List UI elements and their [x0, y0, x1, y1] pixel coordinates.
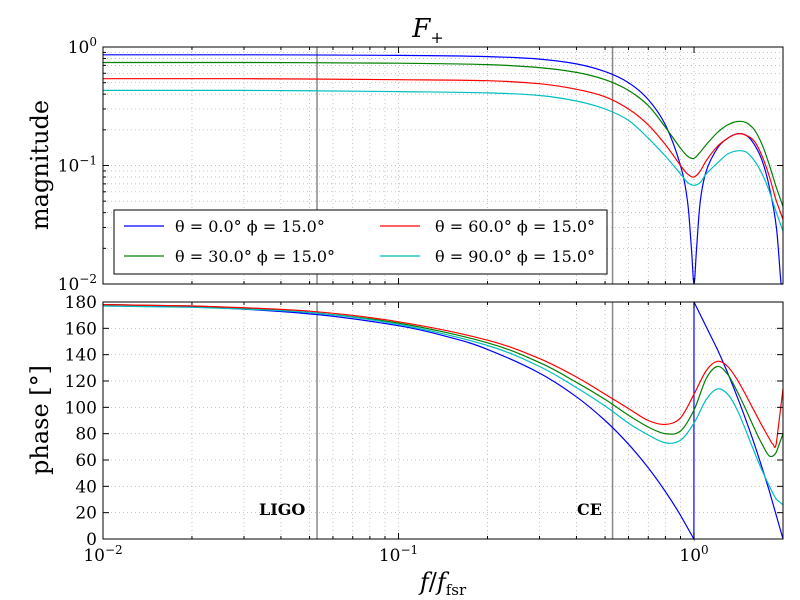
phase-xtick-label-1: 10−1: [379, 543, 418, 566]
phase-xtick-label-2: 100: [679, 543, 708, 566]
phase-ytick-label-8: 160: [65, 319, 97, 339]
phase-ytick-label-5: 100: [65, 398, 97, 418]
phase-ytick-label-3: 60: [75, 451, 97, 471]
phase-ytick-label-6: 120: [65, 372, 97, 392]
magnitude-ticks: 10−2 10−1 100: [58, 35, 784, 295]
xlabel: f/ffsr: [418, 568, 467, 599]
magnitude-series-0: [103, 54, 783, 285]
phase-ytick-label-9: 180: [65, 293, 97, 313]
xlabel-sub: fsr: [446, 581, 467, 599]
phase-ytick-label-7: 140: [65, 346, 97, 366]
magnitude-ytick-label-1: 10−1: [58, 154, 97, 177]
legend-label-3: θ = 90.0° ϕ = 15.0°: [435, 247, 595, 266]
legend-label-2: θ = 30.0° ϕ = 15.0°: [175, 247, 335, 266]
phase-ytick-label-2: 40: [75, 477, 97, 497]
magnitude-series: [103, 54, 784, 285]
legend-entry-3: θ = 90.0° ϕ = 15.0°: [380, 247, 595, 266]
legend-entry-2: θ = 30.0° ϕ = 15.0°: [124, 247, 335, 266]
magnitude-series-1: [103, 61, 784, 207]
legend: θ = 0.0° ϕ = 15.0° θ = 60.0° ϕ = 15.0° θ…: [113, 209, 608, 275]
chart-title: F+: [411, 14, 443, 47]
phase-ticks: 0 20 40 60 80 100 120 140 160 180 10−2 10−1 100: [65, 293, 784, 566]
title-subscript: +: [430, 28, 443, 47]
legend-entry-1: θ = 60.0° ϕ = 15.0°: [380, 217, 595, 236]
phase-ytick-label-0: 0: [86, 530, 97, 550]
phase-axes-frame: [102, 301, 784, 540]
phase-ytick-label-1: 20: [75, 504, 97, 524]
legend-label-0: θ = 0.0° ϕ = 15.0°: [175, 217, 325, 236]
phase-ylabel: phase [°]: [26, 365, 54, 475]
phase-series-2: [102, 304, 784, 449]
magnitude-series-2: [103, 78, 784, 220]
phase-series-0: [102, 301, 784, 542]
legend-label-1: θ = 60.0° ϕ = 15.0°: [435, 217, 595, 236]
magnitude-panel: 10−2 10−1 100 magnitude θ = 0.0° ϕ = 15.0°…: [26, 35, 784, 295]
magnitude-ytick-label-2: 100: [68, 35, 97, 58]
phase-series-1: [102, 304, 784, 458]
title-main: F: [411, 14, 431, 44]
phase-detector-lines: [316, 302, 614, 539]
phase-gridlines: [102, 301, 784, 540]
phase-series-3: [102, 305, 784, 506]
magnitude-ytick-label-0: 10−2: [58, 272, 97, 295]
ligo-annotation: LIGO: [259, 500, 305, 519]
ce-annotation: CE: [577, 500, 602, 519]
legend-box: [113, 209, 608, 275]
phase-ytick-label-4: 80: [75, 425, 97, 445]
magnitude-ylabel: magnitude: [26, 100, 54, 230]
phase-series: [102, 301, 784, 542]
magnitude-series-3: [103, 89, 784, 232]
phase-panel: 0 20 40 60 80 100 120 140 160 180 10−2 10−1 100 phas…: [26, 293, 784, 566]
legend-entry-0: θ = 0.0° ϕ = 15.0°: [124, 217, 325, 236]
phase-xtick-label-0: 10−2: [83, 543, 122, 566]
